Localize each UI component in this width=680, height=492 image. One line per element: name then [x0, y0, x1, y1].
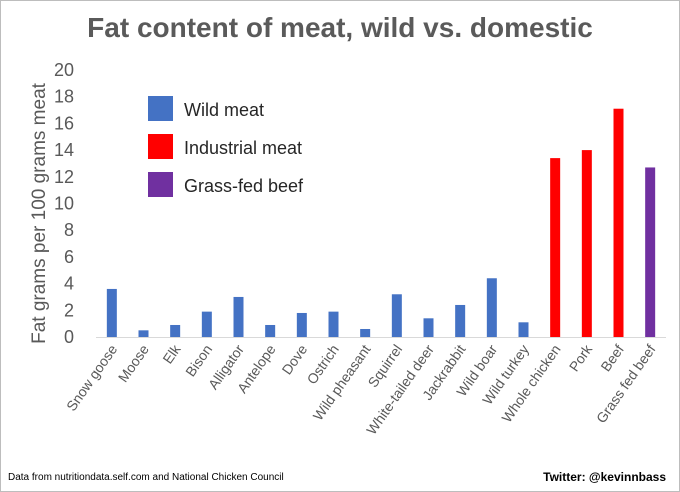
x-tick-label-snow-goose: Snow goose: [63, 341, 120, 413]
legend-swatch-grass-fed-beef: [148, 172, 173, 197]
bar-whole-chicken: [550, 158, 561, 337]
y-tick-label-2: 2: [64, 300, 74, 320]
y-tick-label-12: 12: [54, 167, 74, 187]
bar-ostrich: [328, 311, 339, 337]
y-tick-label-18: 18: [54, 87, 74, 107]
y-tick-label-4: 4: [64, 274, 74, 294]
bar-bison: [201, 311, 212, 337]
y-tick-label-14: 14: [54, 140, 74, 160]
legend-label-wild-meat: Wild meat: [184, 100, 264, 120]
bar-wild-pheasant: [360, 328, 371, 337]
bar-antelope: [265, 324, 276, 337]
y-axis-label: Fat grams per 100 grams meat: [29, 82, 50, 344]
x-tick-label-elk: Elk: [159, 341, 184, 367]
legend-swatch-industrial-meat: [148, 134, 173, 159]
y-tick-label-10: 10: [54, 194, 74, 214]
y-tick-label-0: 0: [64, 327, 74, 347]
x-tick-label-grass-fed-beef: Grass fed beef: [593, 341, 659, 425]
legend-label-grass-fed-beef: Grass-fed beef: [184, 176, 304, 196]
y-tick-label-16: 16: [54, 113, 74, 133]
bar-beef: [613, 108, 624, 337]
legend-label-industrial-meat: Industrial meat: [184, 138, 302, 158]
y-tick-label-8: 8: [64, 220, 74, 240]
chart-title: Fat content of meat, wild vs. domestic: [87, 12, 593, 43]
bar-moose: [138, 330, 149, 337]
bar-snow-goose: [106, 288, 117, 337]
bar-grass-fed-beef: [645, 167, 656, 337]
y-tick-label-20: 20: [54, 60, 74, 80]
bar-wild-turkey: [518, 322, 529, 337]
bar-jackrabbit: [455, 304, 466, 337]
legend-swatch-wild-meat: [148, 96, 173, 121]
bar-white-tailed-deer: [423, 318, 434, 337]
bar-alligator: [233, 296, 244, 337]
bar-wild-boar: [486, 278, 497, 337]
x-tick-label-beef: Beef: [597, 341, 627, 374]
credit-note: Twitter: @kevinnbass: [543, 470, 666, 484]
bar-squirrel: [391, 294, 402, 337]
y-tick-label-6: 6: [64, 247, 74, 267]
x-tick-label-pork: Pork: [566, 341, 596, 375]
bar-pork: [581, 150, 592, 337]
x-tick-label-dove: Dove: [278, 341, 310, 377]
bar-elk: [170, 324, 181, 337]
bar-dove: [296, 312, 307, 337]
source-note: Data from nutritiondata.self.com and Nat…: [8, 472, 284, 483]
x-tick-label-moose: Moose: [115, 341, 152, 385]
